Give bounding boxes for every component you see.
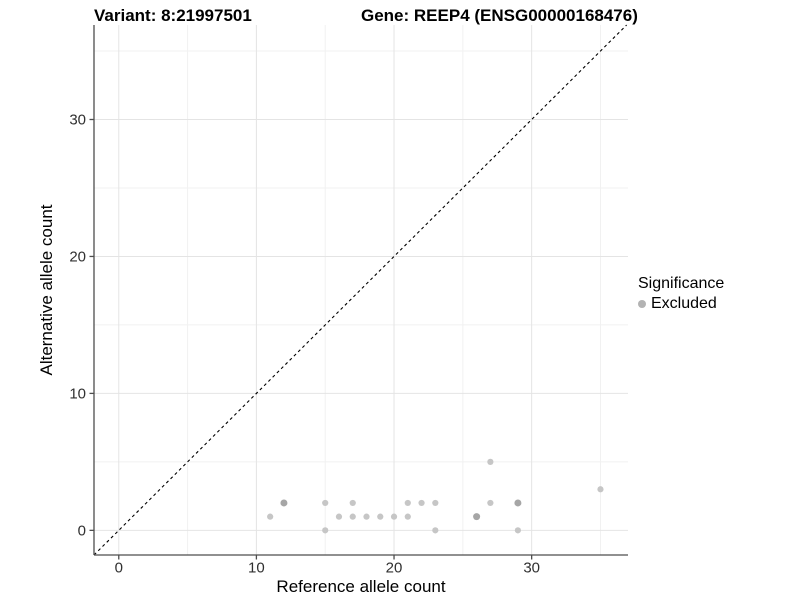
data-point [349, 513, 356, 520]
data-point [432, 527, 439, 534]
data-point [487, 458, 494, 465]
x-tick-label: 0 [115, 560, 123, 577]
data-point [514, 499, 522, 507]
data-point [349, 499, 356, 507]
x-tick-label: 10 [248, 560, 265, 577]
data-point [473, 513, 481, 521]
plot-title-gene: Gene: REEP4 (ENSG00000168476) [361, 6, 638, 25]
data-point [514, 527, 521, 534]
y-tick-label: 0 [78, 523, 86, 540]
y-axis-title: Alternative allele count [37, 204, 56, 376]
data-point [404, 513, 411, 520]
y-tick-label: 10 [69, 386, 86, 403]
data-point [404, 499, 411, 507]
data-point [280, 499, 288, 507]
data-point [322, 527, 329, 534]
x-tick-label: 30 [523, 560, 540, 577]
data-point [267, 513, 274, 520]
legend-entry-label: Excluded [651, 295, 717, 312]
y-tick-label: 20 [69, 249, 86, 266]
identity-line [93, 24, 628, 556]
data-point [322, 499, 329, 507]
data-point [597, 486, 604, 493]
data-point [390, 513, 398, 520]
legend-title: Significance [638, 275, 725, 292]
data-point [377, 513, 384, 520]
x-axis-title: Reference allele count [276, 577, 446, 596]
data-point [432, 499, 439, 507]
legend: Significance Excluded [638, 275, 724, 313]
data-point [418, 499, 425, 507]
data-point [487, 499, 494, 507]
x-tick-label: 20 [386, 560, 403, 577]
legend-key-dot-icon [638, 300, 646, 308]
data-point [363, 513, 370, 520]
legend-entry-excluded: Excluded [638, 295, 724, 313]
y-tick-label: 30 [69, 112, 86, 129]
data-point [335, 513, 343, 520]
plot-title-variant: Variant: 8:21997501 [94, 6, 252, 25]
